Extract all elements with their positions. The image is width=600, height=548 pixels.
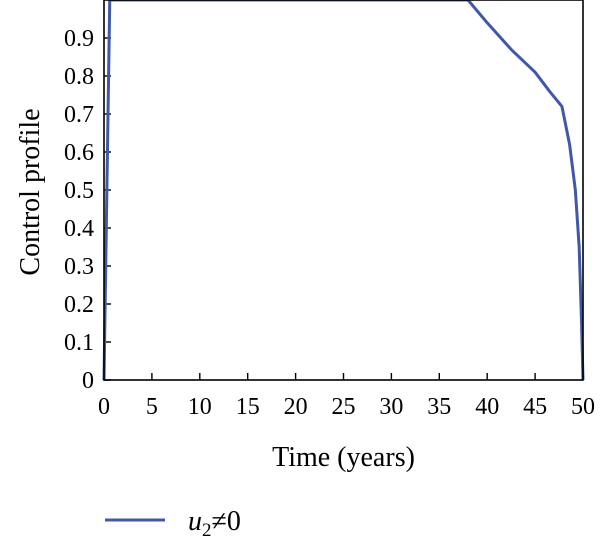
x-tick-label: 5 [146, 394, 158, 420]
x-tick-label: 50 [571, 394, 595, 420]
x-tick-label: 45 [523, 394, 547, 420]
series-layer [102, 0, 585, 381]
y-tick-label: 0.6 [64, 140, 94, 166]
series-line-u2 [102, 0, 585, 381]
y-tick-label: 0.9 [64, 26, 94, 52]
legend-label-main: u [188, 506, 202, 537]
x-tick-label: 15 [236, 394, 260, 420]
y-tick-label: 0.2 [64, 292, 94, 318]
x-tick-label: 30 [379, 394, 403, 420]
x-tick-label: 25 [332, 394, 356, 420]
y-tick-label: 0.4 [64, 216, 94, 242]
x-tick-label: 10 [188, 394, 212, 420]
y-tick-label: 0 [82, 368, 94, 394]
y-tick-label: 0.8 [64, 64, 94, 90]
legend: u2≠0 [105, 506, 241, 541]
legend-label-subscript: 2 [202, 520, 212, 541]
y-tick-label: 0.3 [64, 254, 94, 280]
legend-label-u2: u2≠0 [188, 506, 241, 541]
x-tick-label: 35 [427, 394, 451, 420]
y-tick-label: 0.1 [64, 330, 94, 356]
x-axis-ticks: 0 5 10 15 20 25 30 35 40 45 50 [98, 373, 595, 420]
y-tick-label: 0.5 [64, 178, 94, 204]
x-tick-label: 0 [98, 394, 110, 420]
x-tick-label: 40 [475, 394, 499, 420]
y-tick-label: 0.7 [64, 102, 94, 128]
plot-frame [103, 0, 584, 381]
x-axis-label: Time (years) [272, 442, 415, 473]
y-axis-ticks: 0 0.1 0.2 0.3 0.4 0.5 0.6 0.7 0.8 0.9 [64, 26, 111, 394]
legend-label-rest: ≠0 [212, 506, 241, 537]
x-tick-label: 20 [284, 394, 308, 420]
y-axis-label: Control profile [15, 108, 46, 275]
